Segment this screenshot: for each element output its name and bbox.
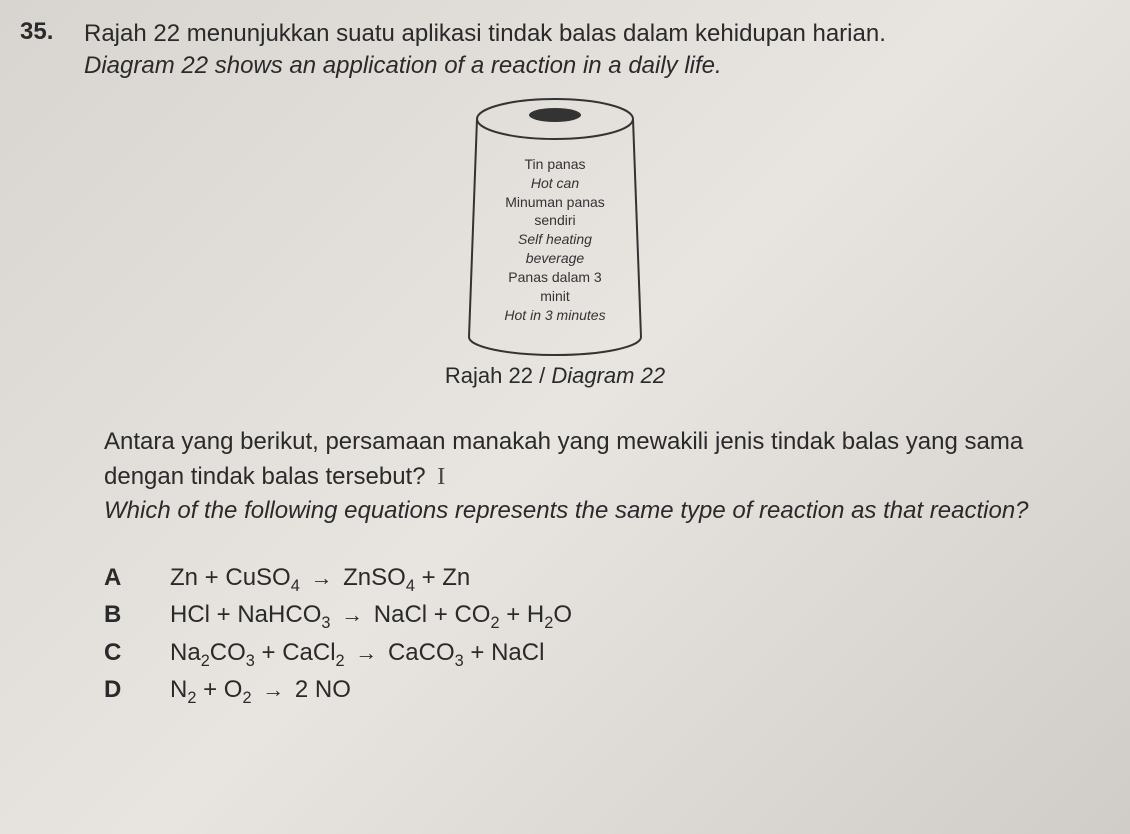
can-label-line: Hot can: [445, 174, 665, 193]
answer-options: A Zn + CuSO4 → ZnSO4 + Zn B HCl + NaHCO3 → …: [104, 559, 1090, 708]
caption-sep: /: [533, 363, 551, 388]
option-label: A: [104, 559, 130, 596]
can-label-line: sendiri: [445, 211, 665, 230]
option-label: B: [104, 596, 130, 633]
option-equation: N2 + O2 → 2 NO: [170, 671, 351, 708]
option-b[interactable]: B HCl + NaHCO3 → NaCl + CO2 + H2O: [104, 596, 1090, 633]
option-c[interactable]: C Na2CO3 + CaCl2 → CaCO3 + NaCl: [104, 634, 1090, 671]
option-equation: Na2CO3 + CaCl2 → CaCO3 + NaCl: [170, 634, 544, 671]
can-label-text: Tin panasHot canMinuman panassendiriSelf…: [445, 155, 665, 325]
can-label-line: Self heating: [445, 230, 665, 249]
exam-question-page: 35. Rajah 22 menunjukkan suatu aplikasi …: [0, 0, 1130, 728]
subquestion-malay: Antara yang berikut, persamaan manakah y…: [104, 425, 1064, 495]
diagram-area: Tin panasHot canMinuman panassendiriSelf…: [20, 97, 1090, 389]
subquestion-english: Which of the following equations represe…: [104, 494, 1064, 529]
question-header: 35. Rajah 22 menunjukkan suatu aplikasi …: [20, 18, 1090, 83]
can-label-line: Hot in 3 minutes: [445, 306, 665, 325]
text-cursor-icon: I: [432, 460, 450, 495]
option-label: D: [104, 671, 130, 708]
option-a[interactable]: A Zn + CuSO4 → ZnSO4 + Zn: [104, 559, 1090, 596]
option-d[interactable]: D N2 + O2 → 2 NO: [104, 671, 1090, 708]
can-label-line: Minuman panas: [445, 193, 665, 212]
caption-english: Diagram 22: [551, 363, 665, 388]
question-english: Diagram 22 shows an application of a rea…: [84, 50, 1090, 82]
option-label: C: [104, 634, 130, 671]
can-label-line: Tin panas: [445, 155, 665, 174]
can-illustration: Tin panasHot canMinuman panassendiriSelf…: [445, 97, 665, 357]
question-malay: Rajah 22 menunjukkan suatu aplikasi tind…: [84, 18, 1090, 50]
option-equation: HCl + NaHCO3 → NaCl + CO2 + H2O: [170, 596, 572, 633]
option-equation: Zn + CuSO4 → ZnSO4 + Zn: [170, 559, 470, 596]
question-stem: Rajah 22 menunjukkan suatu aplikasi tind…: [84, 18, 1090, 83]
subquestion: Antara yang berikut, persamaan manakah y…: [104, 425, 1064, 529]
can-label-line: beverage: [445, 249, 665, 268]
caption-malay: Rajah 22: [445, 363, 533, 388]
question-number: 35.: [20, 18, 60, 46]
can-label-line: Panas dalam 3: [445, 268, 665, 287]
diagram-caption: Rajah 22 / Diagram 22: [445, 363, 665, 389]
can-label-line: minit: [445, 287, 665, 306]
